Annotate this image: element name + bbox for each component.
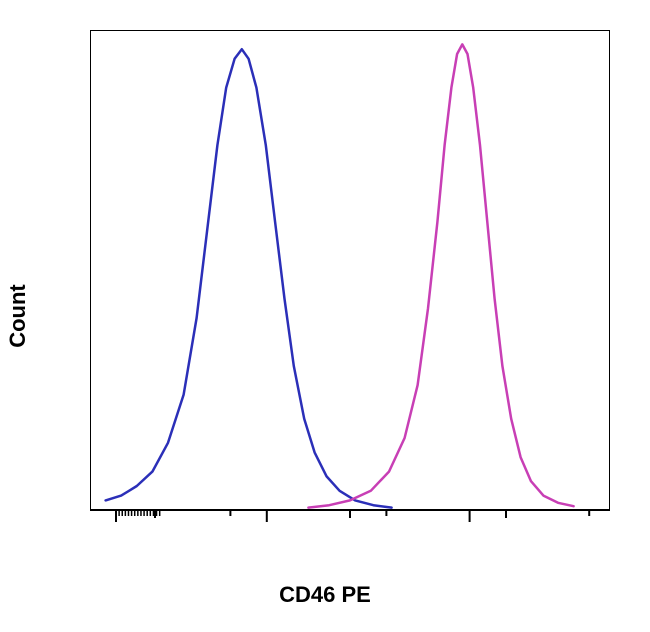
plot-area bbox=[90, 30, 610, 510]
y-axis-label: Count bbox=[5, 284, 31, 348]
flow-cytometry-histogram: Count CD46 PE bbox=[0, 0, 650, 632]
x-axis-label: CD46 PE bbox=[279, 582, 371, 608]
plot-svg bbox=[90, 30, 610, 540]
